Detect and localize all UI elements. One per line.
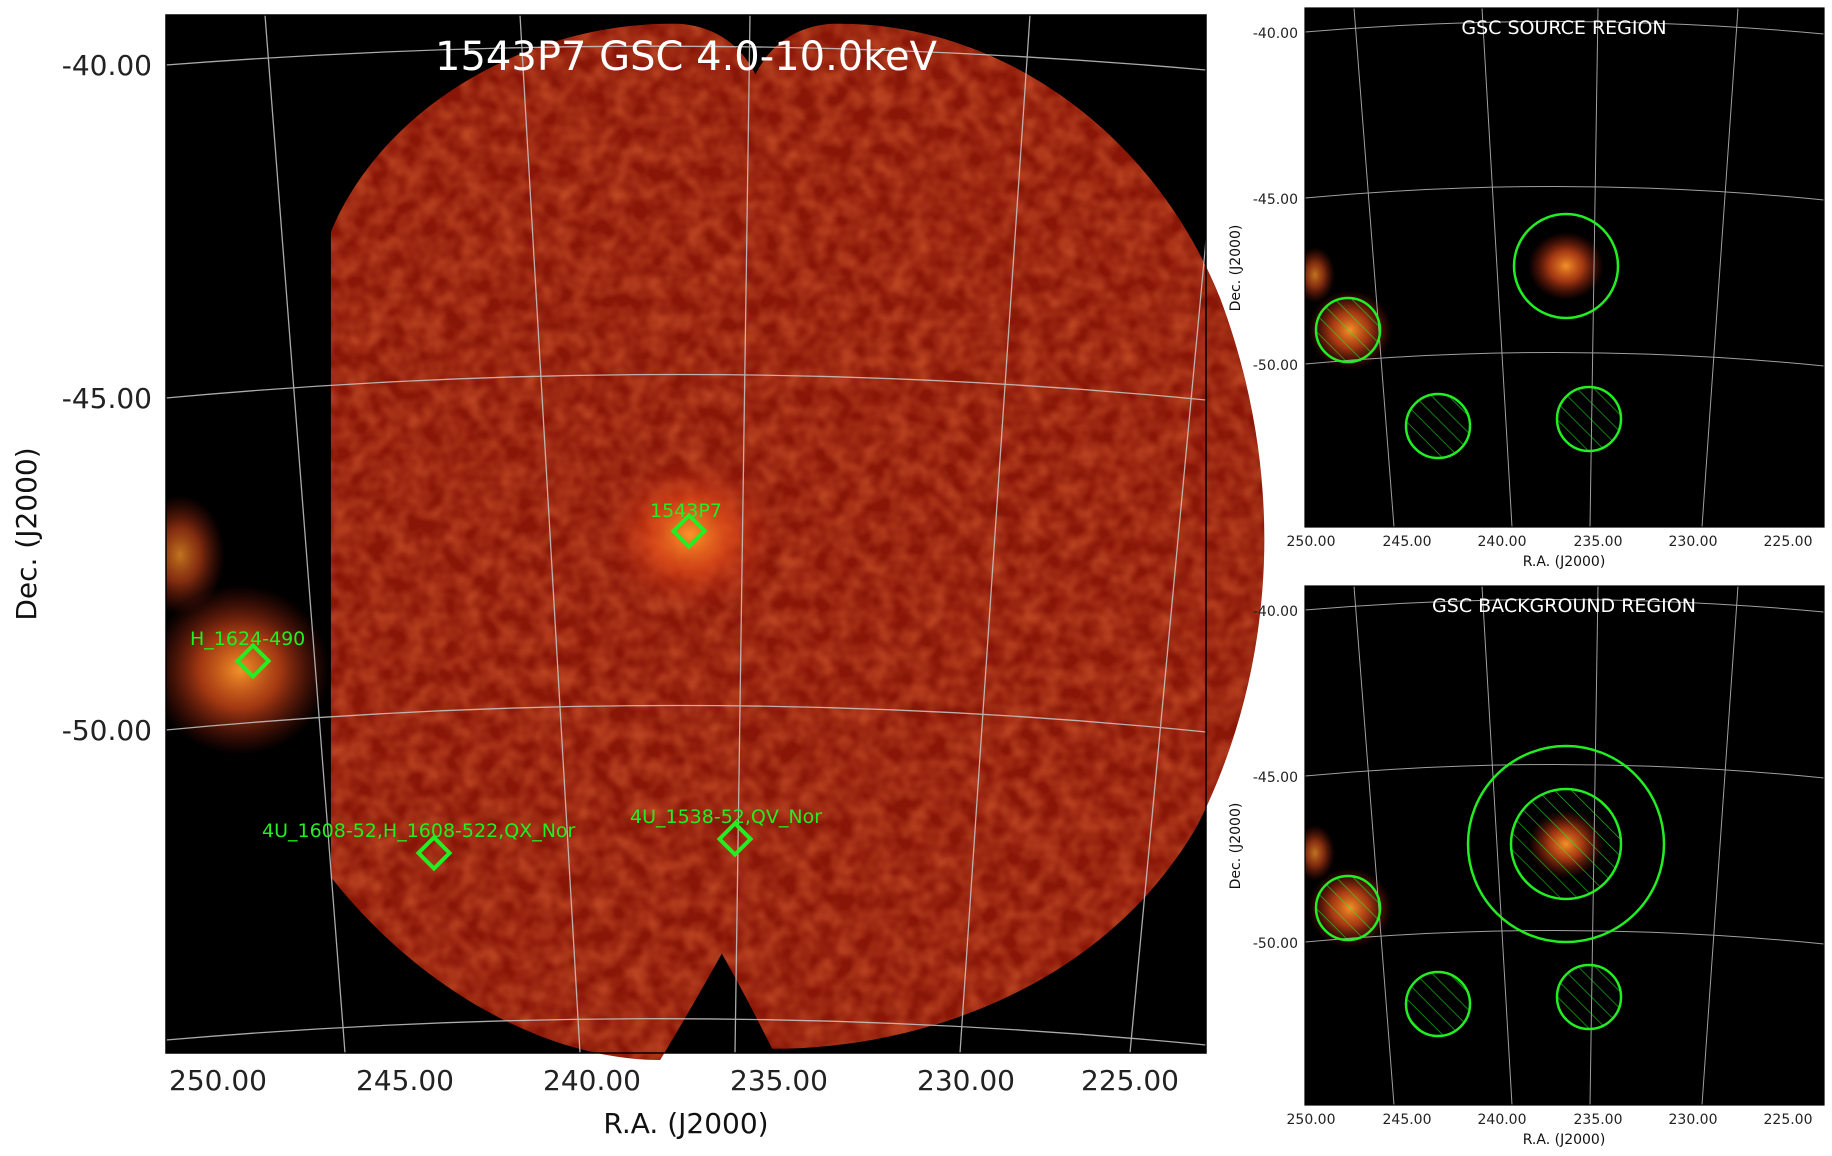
main-x-tick-label: 240.00	[543, 1064, 641, 1097]
excluded-region-circle	[1314, 296, 1382, 364]
background-y-axis-label: Dec. (J2000)	[1228, 803, 1244, 890]
background-panel-title: GSC BACKGROUND REGION	[1432, 595, 1696, 617]
background-x-tick-labels: 250.00 245.00 240.00 235.00 230.00 225.0…	[1287, 1112, 1813, 1128]
main-x-tick-label: 230.00	[917, 1064, 1015, 1097]
source-x-tick-label: 250.00	[1287, 534, 1336, 550]
excluded-region-circle	[1555, 385, 1623, 453]
source-x-axis-label: R.A. (J2000)	[1523, 554, 1606, 570]
source-marker-h1624	[234, 642, 272, 680]
main-source-labels: 1543P7 H_1624-490 4U_1608-52,H_1608-522,…	[190, 500, 822, 842]
background-y-tick-labels: -40.00 -45.00 -50.00	[1253, 604, 1298, 952]
source-region-panel: GSC SOURCE REGION -40.00 -45.00 -50.00 2…	[1228, 7, 1825, 570]
main-x-tick-labels: 250.00 245.00 240.00 235.00 230.00 225.0…	[169, 1064, 1179, 1097]
background-x-tick-label: 250.00	[1287, 1112, 1336, 1128]
main-map-panel: 1543P7 H_1624-490 4U_1608-52,H_1608-522,…	[10, 14, 1265, 1140]
main-x-axis-label: R.A. (J2000)	[603, 1107, 768, 1140]
main-x-tick-label: 245.00	[356, 1064, 454, 1097]
main-map-frame	[165, 14, 1207, 1054]
excluded-region-circle	[1404, 392, 1472, 460]
main-y-tick-label: -40.00	[62, 49, 152, 82]
background-x-tick-label: 245.00	[1383, 1112, 1432, 1128]
background-y-tick-label: -40.00	[1253, 604, 1298, 620]
source-x-tick-labels: 250.00 245.00 240.00 235.00 230.00 225.0…	[1287, 534, 1813, 550]
source-y-tick-label: -45.00	[1253, 192, 1298, 208]
main-y-tick-label: -50.00	[62, 714, 152, 747]
main-source-markers	[234, 512, 754, 872]
background-annulus-inner	[1509, 787, 1623, 901]
background-y-tick-label: -50.00	[1253, 936, 1298, 952]
source-label-4u1608: 4U_1608-52,H_1608-522,QX_Nor	[262, 820, 576, 842]
source-regions	[1314, 212, 1623, 460]
main-panel-title: 1543P7 GSC 4.0-10.0keV	[435, 34, 938, 80]
background-x-tick-label: 235.00	[1574, 1112, 1623, 1128]
source-label-h1624: H_1624-490	[190, 628, 305, 650]
source-label-4u1538: 4U_1538-52,QV_Nor	[630, 806, 822, 828]
source-y-tick-labels: -40.00 -45.00 -50.00	[1253, 26, 1298, 374]
main-y-axis-label: Dec. (J2000)	[10, 447, 43, 620]
excluded-region-circle	[1314, 874, 1382, 942]
source-x-tick-label: 225.00	[1764, 534, 1813, 550]
source-y-tick-label: -40.00	[1253, 26, 1298, 42]
background-x-tick-label: 230.00	[1669, 1112, 1718, 1128]
background-x-tick-label: 240.00	[1478, 1112, 1527, 1128]
background-regions	[1314, 744, 1666, 1038]
source-y-axis-label: Dec. (J2000)	[1228, 225, 1244, 312]
excluded-region-circle	[1555, 963, 1623, 1031]
background-x-tick-label: 225.00	[1764, 1112, 1813, 1128]
background-coordinate-grid	[1305, 586, 1824, 1105]
source-panel-title: GSC SOURCE REGION	[1461, 17, 1666, 39]
main-x-tick-label: 225.00	[1081, 1064, 1179, 1097]
source-map-frame	[1304, 7, 1825, 528]
source-coordinate-grid	[1305, 8, 1824, 527]
source-x-tick-label: 245.00	[1383, 534, 1432, 550]
source-label-1543p7: 1543P7	[650, 500, 722, 522]
source-x-tick-label: 235.00	[1574, 534, 1623, 550]
background-x-axis-label: R.A. (J2000)	[1523, 1132, 1606, 1148]
source-x-tick-label: 230.00	[1669, 534, 1718, 550]
main-y-tick-label: -45.00	[62, 382, 152, 415]
main-y-tick-labels: -40.00 -45.00 -50.00	[62, 49, 152, 747]
source-x-tick-label: 240.00	[1478, 534, 1527, 550]
excluded-region-circle	[1404, 970, 1472, 1038]
background-y-tick-label: -45.00	[1253, 770, 1298, 786]
source-region-circle	[1512, 212, 1620, 320]
main-x-tick-label: 250.00	[169, 1064, 267, 1097]
source-marker-4u1538	[716, 820, 754, 858]
source-y-tick-label: -50.00	[1253, 358, 1298, 374]
background-map-frame	[1304, 585, 1825, 1106]
background-annulus-outer	[1466, 744, 1666, 944]
source-marker-4u1608	[415, 834, 453, 872]
main-coordinate-grid	[166, 15, 1206, 1053]
source-marker-1543p7	[670, 512, 708, 550]
background-region-panel: GSC BACKGROUND REGION -40.00 -45.00 -50.…	[1228, 585, 1825, 1148]
main-x-tick-label: 235.00	[730, 1064, 828, 1097]
